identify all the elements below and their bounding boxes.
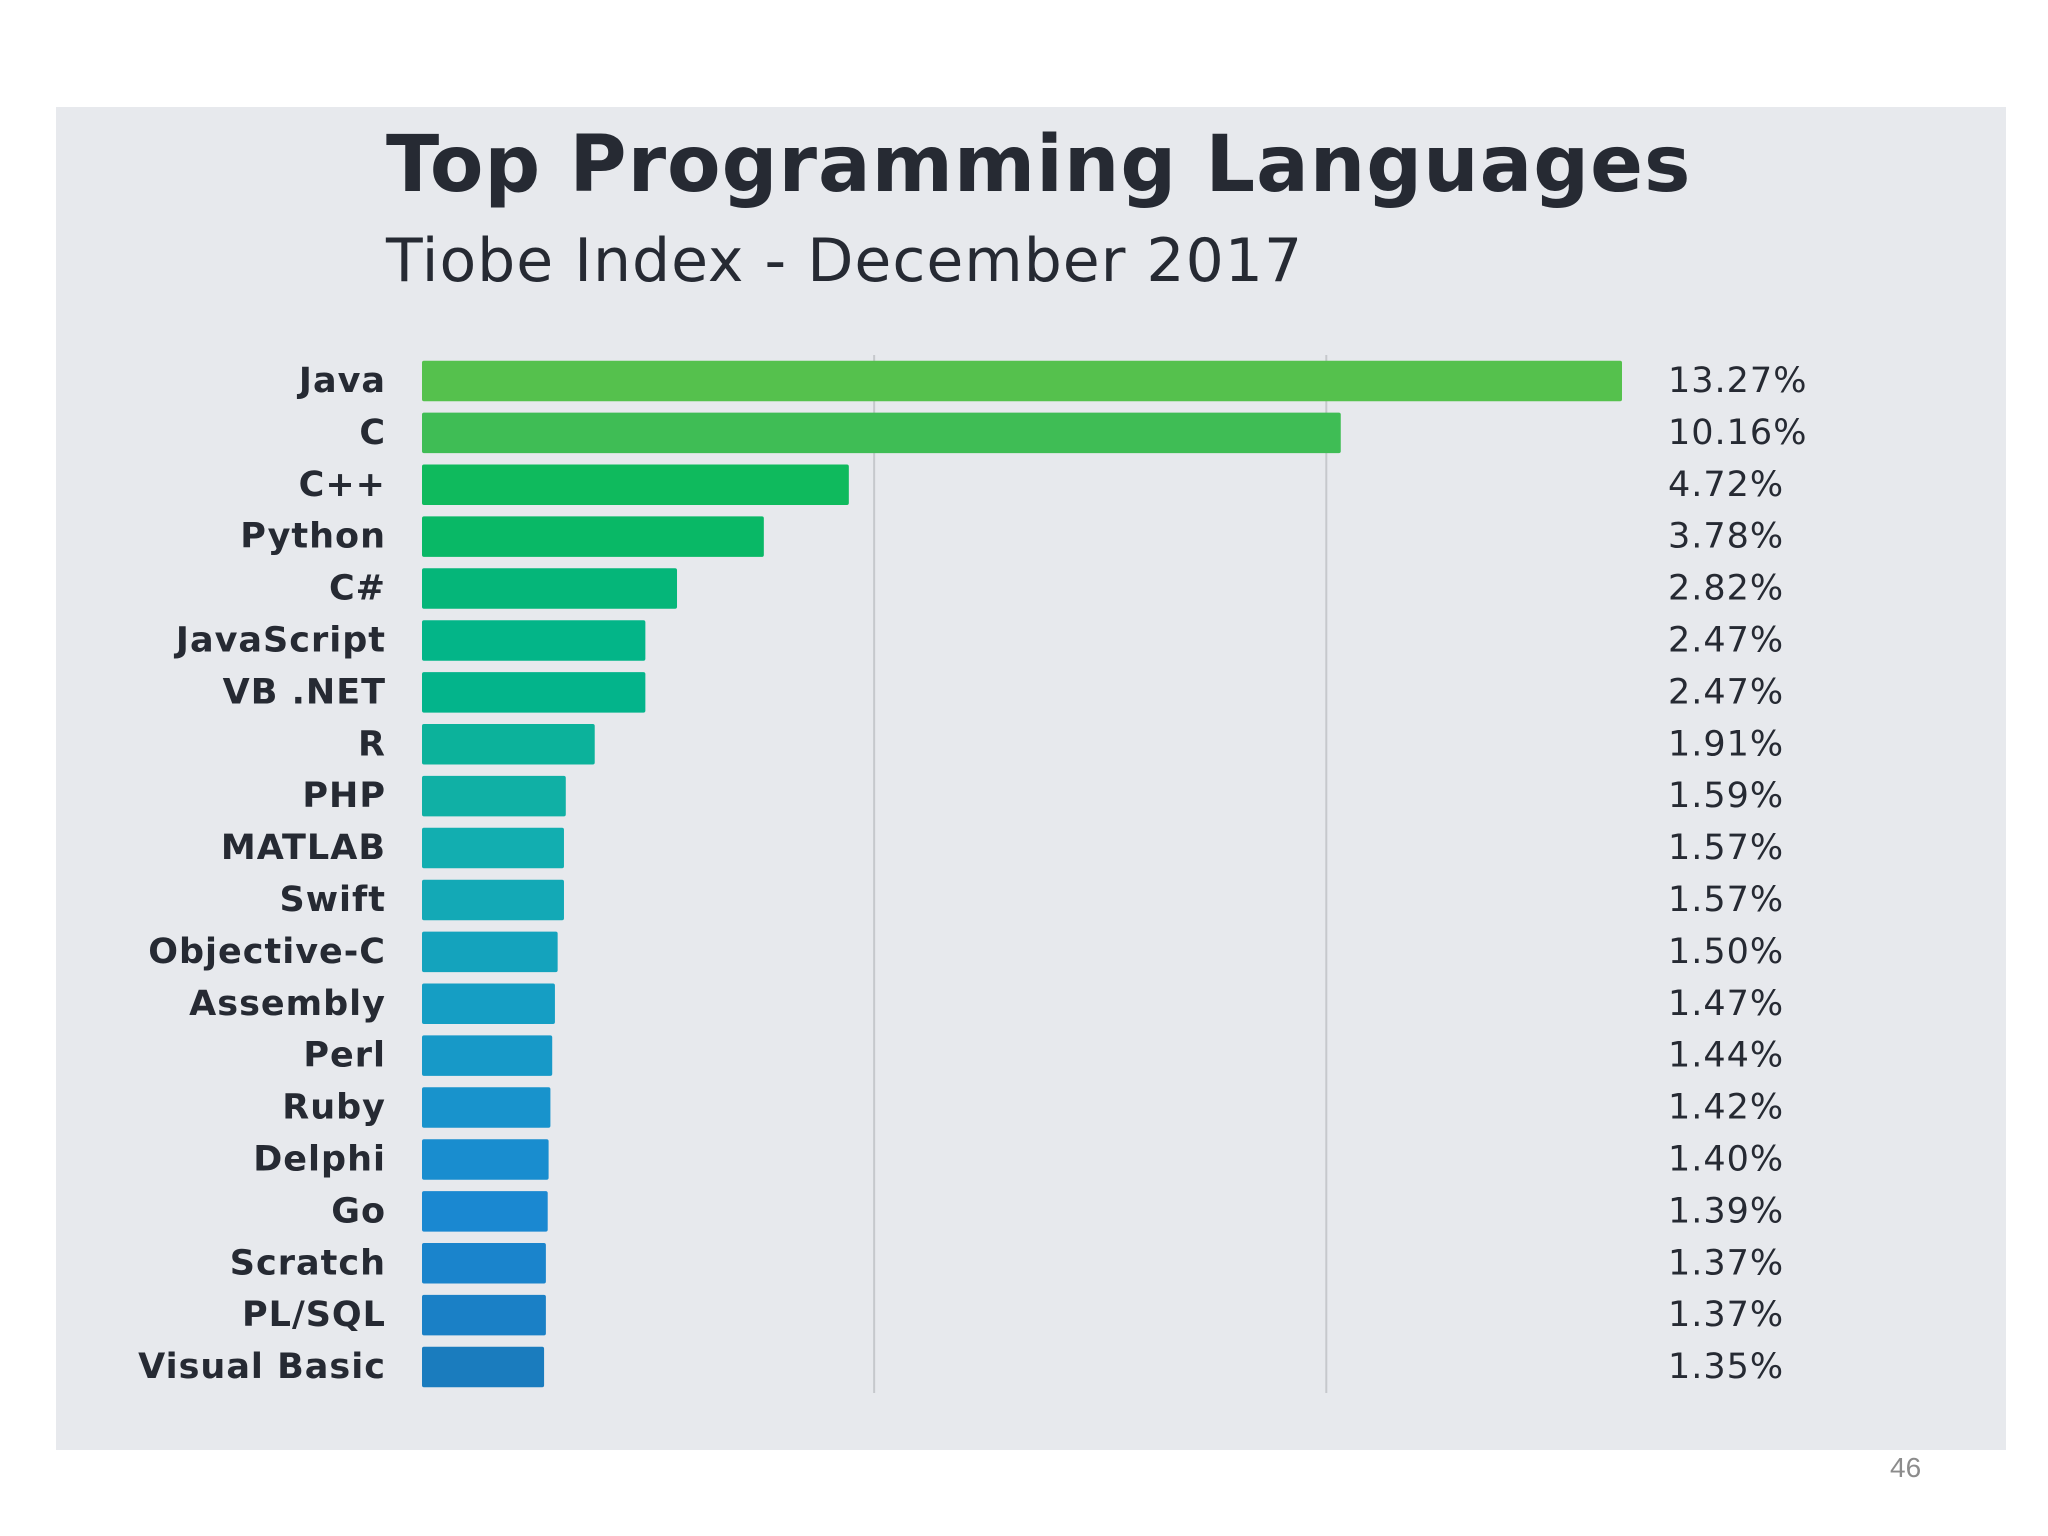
category-label: Perl <box>303 1036 386 1076</box>
bar <box>422 775 566 817</box>
bar <box>422 1087 551 1128</box>
value-label: 13.27% <box>1668 361 1807 401</box>
value-label: 1.47% <box>1668 984 1784 1024</box>
category-label: Scratch <box>230 1243 386 1283</box>
value-label: 1.42% <box>1668 1088 1784 1128</box>
bars <box>422 360 1622 1388</box>
category-label: Ruby <box>282 1088 386 1128</box>
category-label: Objective-C <box>148 932 386 972</box>
bar <box>422 464 849 505</box>
value-label: 1.57% <box>1668 880 1784 920</box>
page-number: 46 <box>1890 1452 1922 1483</box>
category-label: Swift <box>280 880 387 920</box>
chart-subtitle: Tiobe Index - December 2017 <box>386 226 1304 296</box>
bar <box>422 1294 546 1336</box>
category-label: Visual Basic <box>138 1347 386 1387</box>
bar <box>422 360 1622 402</box>
bar <box>422 412 1341 454</box>
value-label: 1.50% <box>1668 932 1784 972</box>
value-label: 1.37% <box>1668 1243 1784 1283</box>
bar <box>422 1035 553 1076</box>
chart-title: Top Programming Languages <box>386 120 1692 210</box>
category-label: Go <box>331 1191 386 1231</box>
value-label: 2.47% <box>1668 672 1784 712</box>
bar <box>422 931 558 973</box>
value-label: 1.91% <box>1668 724 1784 764</box>
value-label: 1.44% <box>1668 1036 1784 1076</box>
value-label: 1.59% <box>1668 776 1784 816</box>
value-label: 2.47% <box>1668 620 1784 660</box>
category-label: C++ <box>299 465 386 505</box>
bar <box>422 1243 546 1284</box>
value-label: 1.39% <box>1668 1191 1784 1231</box>
bar <box>422 724 595 765</box>
value-label: 10.16% <box>1668 413 1807 453</box>
value-label: 1.37% <box>1668 1295 1784 1335</box>
value-label: 2.82% <box>1668 569 1784 609</box>
value-label: 1.40% <box>1668 1139 1784 1179</box>
category-label: C# <box>329 569 386 609</box>
gridlines <box>873 355 1328 1393</box>
chart-panel <box>56 107 2006 1450</box>
category-labels: Java C C++ Python C# JavaScript VB .NET R PHP MAT… <box>138 361 387 1387</box>
bar <box>422 827 564 869</box>
category-label: PL/SQL <box>242 1295 386 1335</box>
value-label: 4.72% <box>1668 465 1784 505</box>
category-label: Delphi <box>253 1139 386 1179</box>
bar <box>422 1139 549 1180</box>
bar <box>422 1346 545 1388</box>
category-label: R <box>358 724 386 764</box>
bar <box>422 568 678 609</box>
bar <box>422 672 646 713</box>
category-label: MATLAB <box>221 828 386 868</box>
category-label: Java <box>297 361 386 401</box>
category-label: JavaScript <box>174 620 386 660</box>
category-label: C <box>359 413 386 453</box>
bar <box>422 620 646 661</box>
value-label: 3.78% <box>1668 517 1784 557</box>
bar <box>422 983 555 1024</box>
value-label: 1.35% <box>1668 1347 1784 1387</box>
category-label: Assembly <box>189 984 386 1024</box>
category-label: VB .NET <box>223 672 386 712</box>
bar <box>422 879 564 921</box>
bar <box>422 1191 548 1232</box>
category-label: Python <box>240 517 386 557</box>
bar <box>422 516 764 557</box>
category-label: PHP <box>302 776 386 816</box>
value-labels: 13.27% 10.16% 4.72% 3.78% 2.82% 2.47% 2.47% 1.9… <box>1668 361 1807 1387</box>
value-label: 1.57% <box>1668 828 1784 868</box>
